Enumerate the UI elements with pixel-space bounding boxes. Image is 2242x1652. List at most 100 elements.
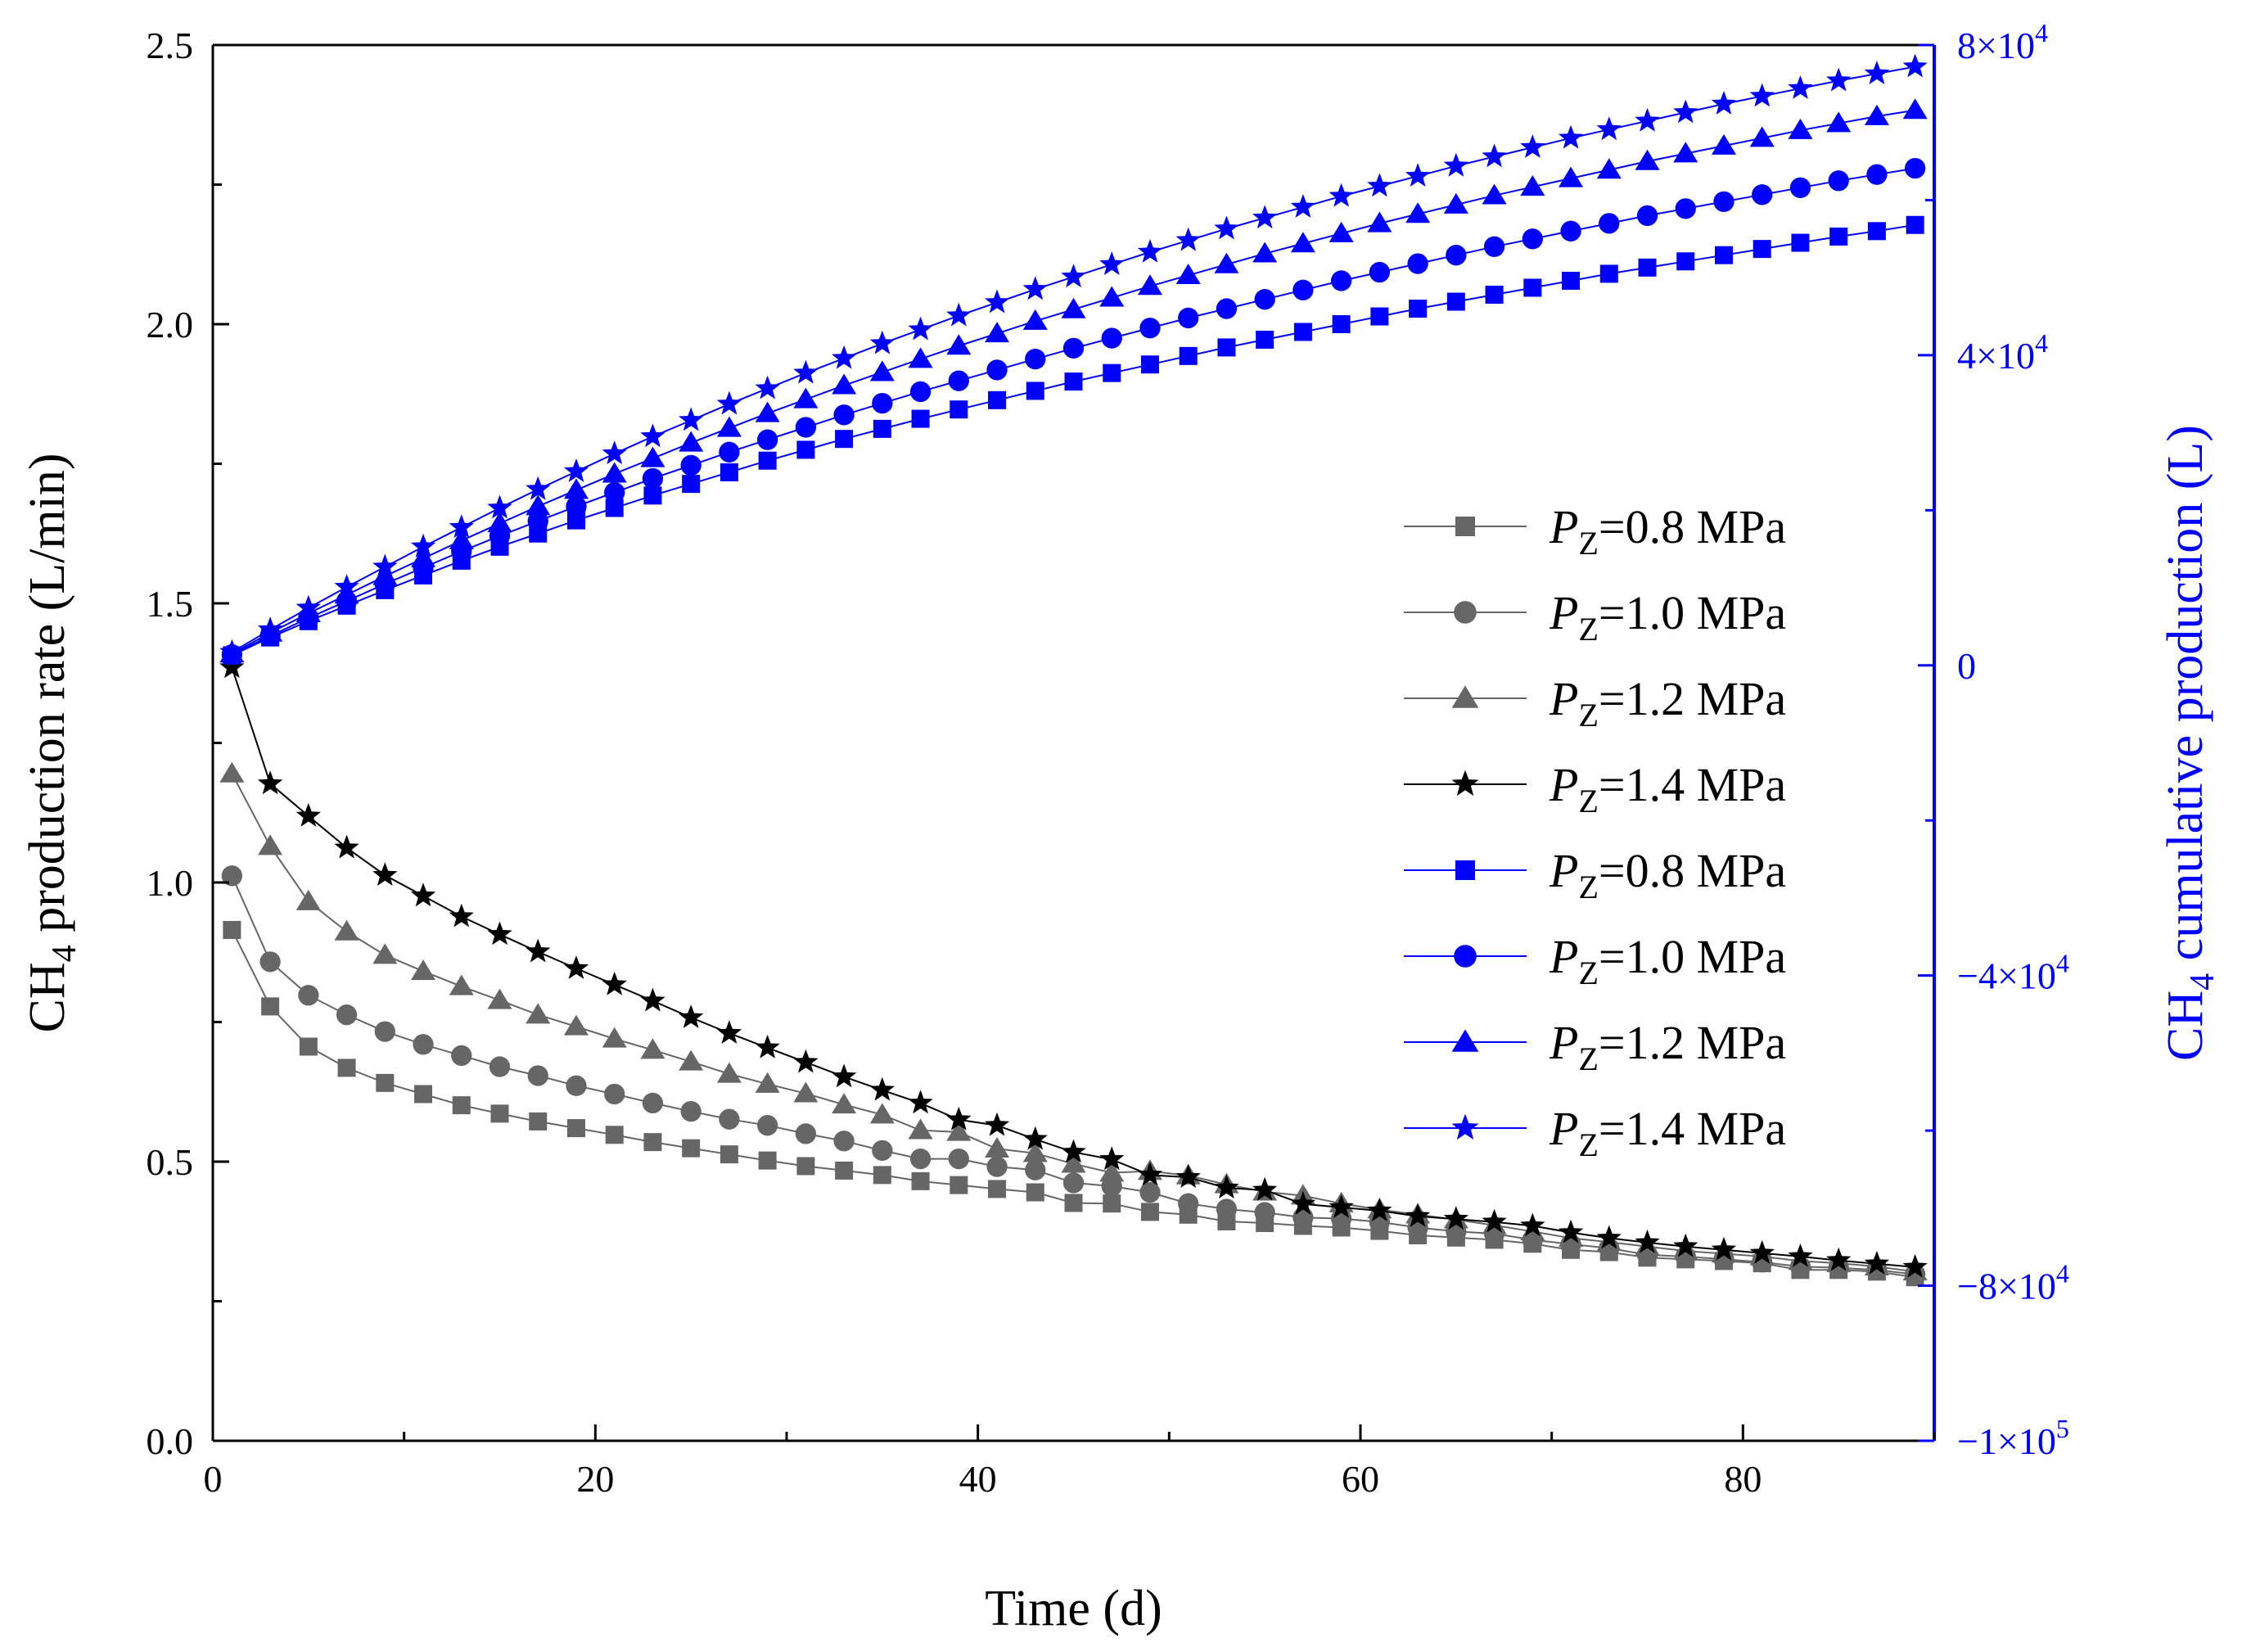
data-point [1139,318,1161,339]
data-point [869,1103,895,1124]
plot-area [211,43,1936,1442]
legend-label: PZ=1.2 MPa [1549,1016,1786,1077]
data-point [1405,1203,1431,1227]
data-point [716,390,742,415]
data-point [872,392,893,414]
data-point [487,921,512,946]
data-point [1826,1247,1852,1271]
data-point [259,951,281,973]
data-point [337,1058,356,1077]
data-point [1064,372,1083,391]
data-point [640,987,665,1012]
left-y-tick-label: 1.0 [147,862,194,904]
data-point [833,404,855,426]
data-point [1175,264,1201,285]
data-point [487,512,512,533]
legend-marker [1451,685,1479,708]
data-point [755,401,780,422]
series-7-markers [219,98,1928,663]
data-point [716,1020,742,1044]
data-point [985,1137,1010,1158]
data-point [452,1096,471,1115]
data-point [1367,1198,1392,1221]
data-point [1329,183,1354,207]
data-point [793,387,819,408]
data-point [489,1056,511,1077]
data-point [1026,1183,1044,1202]
data-point [336,1004,358,1026]
series-6-markers [221,157,1926,666]
data-point [1216,298,1238,319]
data-point [1828,170,1849,192]
data-point [449,514,474,539]
data-point [1676,252,1695,271]
data-point [679,407,704,431]
data-point [1599,264,1618,283]
legend-marker [1451,770,1479,797]
data-point [449,528,474,549]
data-point [1596,158,1622,179]
right-y-tick-label: 4×104 [1957,328,2048,377]
data-point [1446,292,1465,311]
data-point [1022,1141,1048,1162]
data-point [566,511,585,530]
data-point [908,347,933,368]
legend-entry-4: PZ=1.4 MPa [1404,758,1786,819]
left-y-axis-title: CH4 production rate (L/min) [20,453,83,1032]
data-point [950,400,968,419]
data-point [1022,1126,1048,1150]
data-point [1178,307,1199,329]
data-point [1099,1146,1125,1171]
data-point [605,499,624,517]
data-point [1596,116,1622,141]
data-point [1864,1250,1890,1275]
data-point [640,446,665,467]
data-point [1367,173,1392,197]
legend-entry-6: PZ=1.0 MPa [1404,930,1786,991]
data-point [1175,227,1201,251]
data-point [1749,83,1775,107]
data-point [1252,241,1278,263]
data-point [1256,330,1274,349]
data-point [334,583,359,604]
data-point [1788,1244,1813,1267]
legend-entry-3: PZ=1.2 MPa [1404,672,1786,733]
data-point [1711,1236,1737,1261]
data-point [1635,149,1660,170]
data-point [295,889,321,910]
data-point [1864,61,1890,84]
data-point [602,462,627,483]
left-y-tick-label: 0.5 [147,1141,194,1183]
data-point [831,1063,857,1088]
data-point [451,1045,472,1067]
data-point [487,494,512,519]
data-point [1254,289,1275,310]
data-point [1789,177,1811,198]
data-point [1483,236,1505,257]
data-point [988,1180,1007,1198]
data-point [563,955,589,979]
data-point [640,1038,665,1059]
data-point [1443,152,1468,177]
data-point [298,985,319,1006]
data-point [1906,215,1924,234]
legend-label: PZ=1.2 MPa [1549,672,1786,733]
data-point [716,1062,742,1083]
data-point [526,1003,551,1024]
data-point [1290,194,1316,218]
x-tick-label: 60 [1342,1458,1379,1500]
data-point [1559,166,1584,187]
axes-layer: 0 20 40 60 80 0.0 0.5 1.0 1.5 2.0 2.5 −1×105 −8×104 −… [20,18,2222,1636]
data-point [793,1049,819,1073]
data-point [258,834,283,855]
data-point [1636,205,1658,227]
data-point [984,289,1010,314]
data-point [257,616,283,641]
data-point [1904,157,1926,179]
data-point [793,1081,819,1103]
data-point [1178,1193,1199,1214]
legend-entry-5: PZ=0.8 MPa [1404,844,1786,905]
data-point [410,882,436,907]
data-point [946,1120,972,1141]
data-point [795,417,817,438]
